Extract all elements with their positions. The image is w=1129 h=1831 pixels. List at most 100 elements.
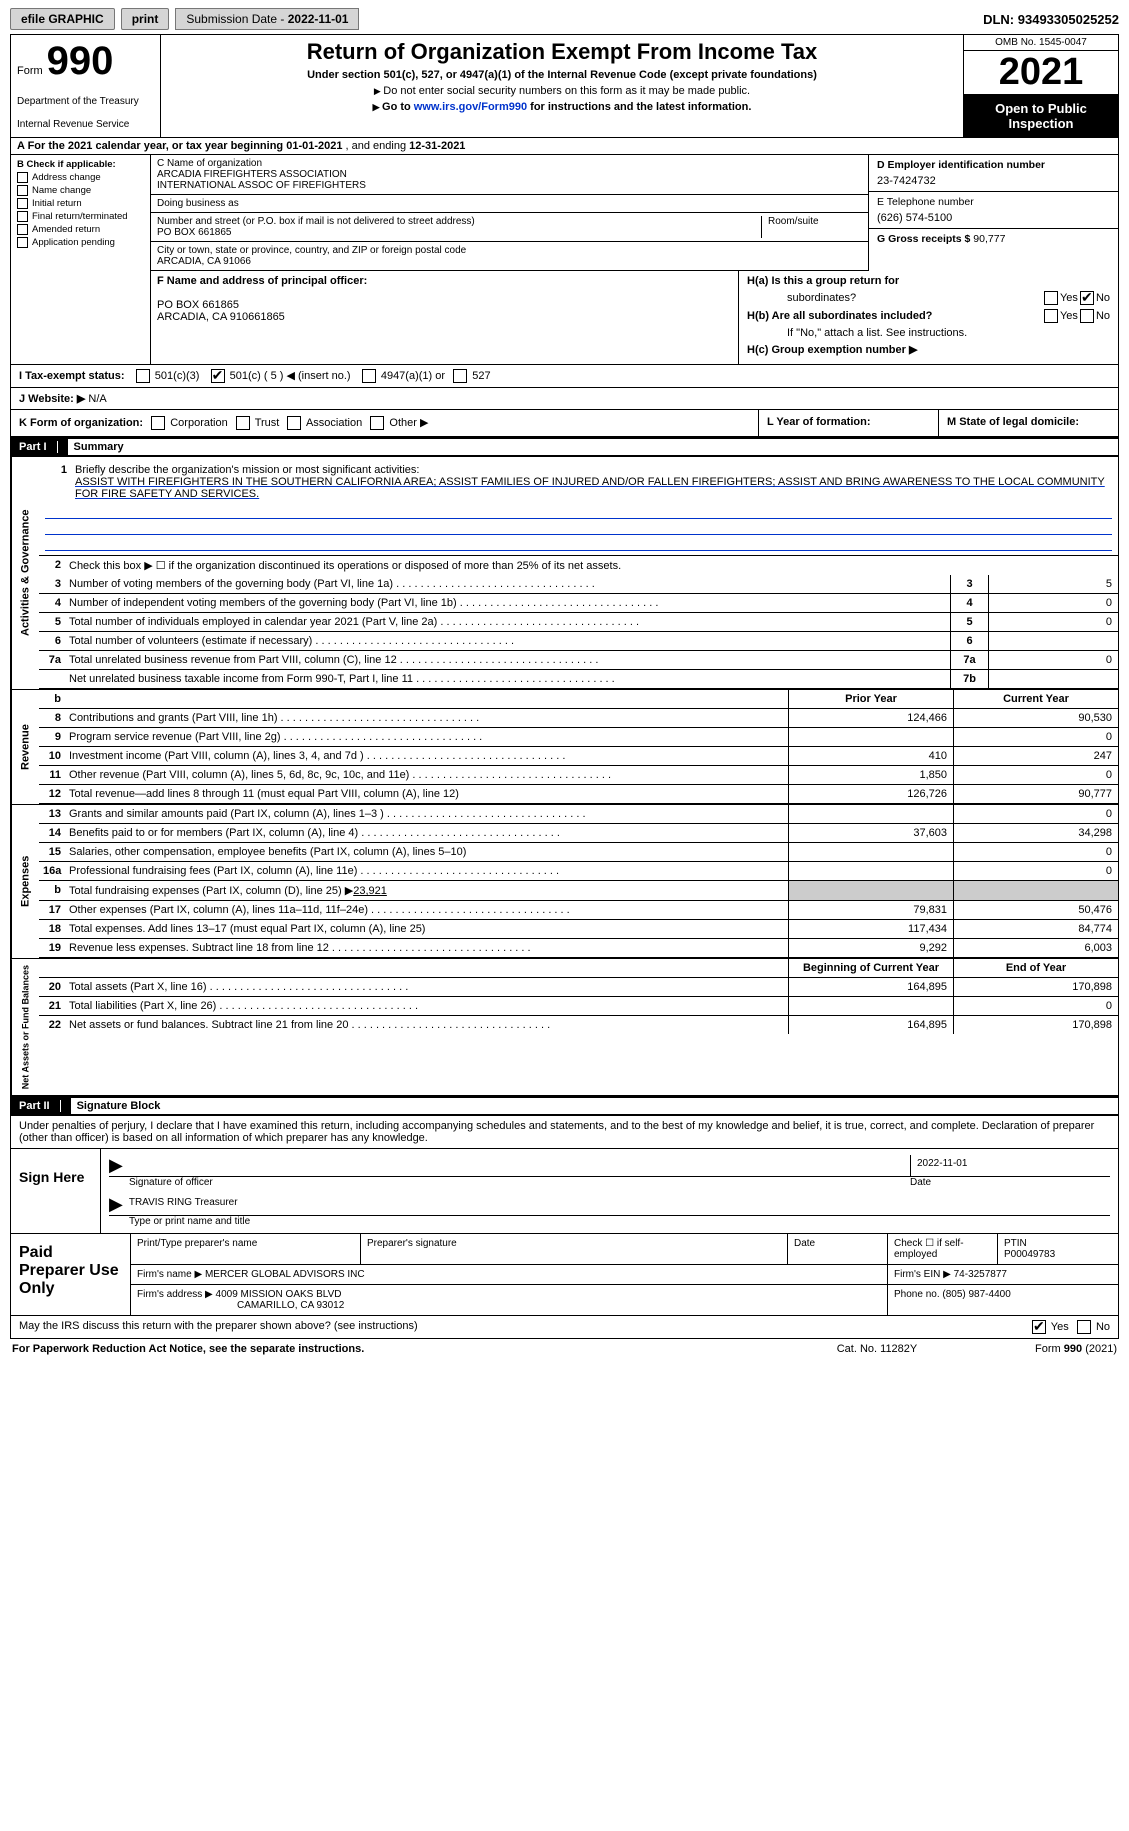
k-corp[interactable] bbox=[151, 416, 165, 430]
box-f: F Name and address of principal officer:… bbox=[151, 271, 738, 364]
net-assets-section: Net Assets or Fund Balances Beginning of… bbox=[10, 958, 1119, 1096]
vtab-revenue: Revenue bbox=[11, 690, 39, 804]
open-to-public: Open to PublicInspection bbox=[964, 95, 1118, 137]
part-1-header: Part ISummary bbox=[10, 437, 1119, 457]
box-m: M State of legal domicile: bbox=[938, 410, 1118, 436]
room-label: Room/suite bbox=[762, 216, 862, 238]
street-row: Number and street (or P.O. box if mail i… bbox=[151, 213, 868, 242]
line-20: 20Total assets (Part X, line 16)164,8951… bbox=[39, 978, 1118, 997]
form-word: Form bbox=[17, 65, 43, 77]
discuss-row: May the IRS discuss this return with the… bbox=[10, 1316, 1119, 1339]
page-footer: For Paperwork Reduction Act Notice, see … bbox=[10, 1339, 1119, 1359]
ptin-cell: PTINP00049783 bbox=[998, 1234, 1118, 1264]
box-b: B Check if applicable: Address change Na… bbox=[11, 155, 151, 271]
officer-name: TRAVIS RING Treasurer bbox=[129, 1194, 238, 1215]
city-row: City or town, state or province, country… bbox=[151, 242, 868, 271]
dba-row: Doing business as bbox=[151, 195, 868, 213]
box-k-label: K Form of organization: bbox=[19, 417, 143, 429]
line-a: A For the 2021 calendar year, or tax yea… bbox=[10, 138, 1119, 155]
f-h-block: F Name and address of principal officer:… bbox=[10, 271, 1119, 365]
h-a-no[interactable] bbox=[1080, 291, 1094, 305]
efile-button[interactable]: efile GRAPHIC bbox=[10, 8, 115, 30]
dept-treasury: Department of the Treasury bbox=[17, 96, 154, 107]
phone-value: (626) 574-5100 bbox=[877, 212, 1110, 224]
discuss-yes[interactable] bbox=[1032, 1320, 1046, 1334]
website-value: N/A bbox=[85, 393, 106, 405]
chk-name-change[interactable]: Name change bbox=[17, 185, 144, 196]
line-5: Total number of individuals employed in … bbox=[65, 613, 950, 631]
box-l: L Year of formation: bbox=[758, 410, 938, 436]
chk-address-change[interactable]: Address change bbox=[17, 172, 144, 183]
box-k-l-m: K Form of organization: Corporation Trus… bbox=[10, 410, 1119, 437]
k-trust[interactable] bbox=[236, 416, 250, 430]
vtab-expenses: Expenses bbox=[11, 805, 39, 958]
form-number: 990 bbox=[47, 39, 114, 84]
k-assoc[interactable] bbox=[287, 416, 301, 430]
tax-4947[interactable] bbox=[362, 369, 376, 383]
box-g: G Gross receipts $ 90,777 bbox=[869, 229, 1118, 249]
org-name-label: C Name of organization bbox=[157, 158, 262, 169]
h-b-yes[interactable] bbox=[1044, 309, 1058, 323]
h-b-no[interactable] bbox=[1080, 309, 1094, 323]
top-toolbar: efile GRAPHIC print Submission Date - 20… bbox=[10, 8, 1119, 30]
chk-final-return[interactable]: Final return/terminated bbox=[17, 211, 144, 222]
box-b-header: B Check if applicable: bbox=[17, 159, 116, 170]
city-value: ARCADIA, CA 91066 bbox=[157, 256, 251, 267]
gross-receipts: 90,777 bbox=[973, 233, 1005, 245]
header-right: OMB No. 1545-0047 2021 Open to PublicIns… bbox=[963, 35, 1118, 137]
line-14: 14Benefits paid to or for members (Part … bbox=[39, 824, 1118, 843]
line-13: 13Grants and similar amounts paid (Part … bbox=[39, 805, 1118, 824]
print-button[interactable]: print bbox=[121, 8, 170, 30]
line-10: 10Investment income (Part VIII, column (… bbox=[39, 747, 1118, 766]
box-d-e-g: D Employer identification number23-74247… bbox=[868, 155, 1118, 271]
line-3: Number of voting members of the governin… bbox=[65, 575, 950, 593]
sign-here-label: Sign Here bbox=[11, 1149, 101, 1233]
line-21: 21Total liabilities (Part X, line 26)0 bbox=[39, 997, 1118, 1016]
paperwork-notice: For Paperwork Reduction Act Notice, see … bbox=[12, 1343, 797, 1355]
prep-name-hdr: Print/Type preparer's name bbox=[131, 1234, 361, 1264]
prep-date-hdr: Date bbox=[788, 1234, 888, 1264]
activities-governance: Activities & Governance 1Briefly describ… bbox=[10, 457, 1119, 689]
tax-527[interactable] bbox=[453, 369, 467, 383]
col-headers-2: Beginning of Current YearEnd of Year bbox=[39, 959, 1118, 978]
form-header: Form990 Department of the Treasury Inter… bbox=[10, 34, 1119, 138]
sign-date: 2022-11-01 bbox=[910, 1155, 1110, 1176]
line-22: 22Net assets or fund balances. Subtract … bbox=[39, 1016, 1118, 1034]
prep-sig-hdr: Preparer's signature bbox=[361, 1234, 788, 1264]
ssn-note: Do not enter social security numbers on … bbox=[169, 85, 955, 97]
prep-self-emp: Check ☐ if self-employed bbox=[888, 1234, 998, 1264]
k-other[interactable] bbox=[370, 416, 384, 430]
vtab-governance: Activities & Governance bbox=[11, 457, 39, 689]
signature-block: Under penalties of perjury, I declare th… bbox=[10, 1116, 1119, 1234]
box-e: E Telephone number(626) 574-5100 bbox=[869, 192, 1118, 229]
line-7b: Net unrelated business taxable income fr… bbox=[65, 670, 950, 688]
firm-phone: Phone no. (805) 987-4400 bbox=[888, 1285, 1118, 1315]
discuss-no[interactable] bbox=[1077, 1320, 1091, 1334]
chk-amended[interactable]: Amended return bbox=[17, 224, 144, 235]
line-16b: bTotal fundraising expenses (Part IX, co… bbox=[39, 881, 1118, 901]
line-6: Total number of volunteers (estimate if … bbox=[65, 632, 950, 650]
firm-name: Firm's name ▶ MERCER GLOBAL ADVISORS INC bbox=[131, 1265, 888, 1284]
header-left: Form990 Department of the Treasury Inter… bbox=[11, 35, 161, 137]
form-title: Return of Organization Exempt From Incom… bbox=[169, 39, 955, 65]
box-h: H(a) Is this a group return for subordin… bbox=[738, 271, 1118, 364]
line-18: 18Total expenses. Add lines 13–17 (must … bbox=[39, 920, 1118, 939]
tax-501c[interactable] bbox=[211, 369, 225, 383]
chk-initial-return[interactable]: Initial return bbox=[17, 198, 144, 209]
irs-url[interactable]: www.irs.gov/Form990 bbox=[414, 101, 527, 113]
line-7a: Total unrelated business revenue from Pa… bbox=[65, 651, 950, 669]
ein-value: 23-7424732 bbox=[877, 175, 1110, 187]
line-17: 17Other expenses (Part IX, column (A), l… bbox=[39, 901, 1118, 920]
tax-501c3[interactable] bbox=[136, 369, 150, 383]
line-12: 12Total revenue—add lines 8 through 11 (… bbox=[39, 785, 1118, 804]
h-a-yes[interactable] bbox=[1044, 291, 1058, 305]
chk-app-pending[interactable]: Application pending bbox=[17, 237, 144, 248]
line-4: Number of independent voting members of … bbox=[65, 594, 950, 612]
officer-line2: ARCADIA, CA 910661865 bbox=[157, 311, 285, 323]
instructions-link: Go to www.irs.gov/Form990 for instructio… bbox=[169, 101, 955, 113]
col-headers: bPrior YearCurrent Year bbox=[39, 690, 1118, 709]
revenue-section: Revenue bPrior YearCurrent Year 8Contrib… bbox=[10, 689, 1119, 804]
vtab-net-assets: Net Assets or Fund Balances bbox=[11, 959, 39, 1095]
submission-date: Submission Date - 2022-11-01 bbox=[175, 8, 359, 30]
org-name-1: ARCADIA FIREFIGHTERS ASSOCIATION bbox=[157, 169, 347, 180]
